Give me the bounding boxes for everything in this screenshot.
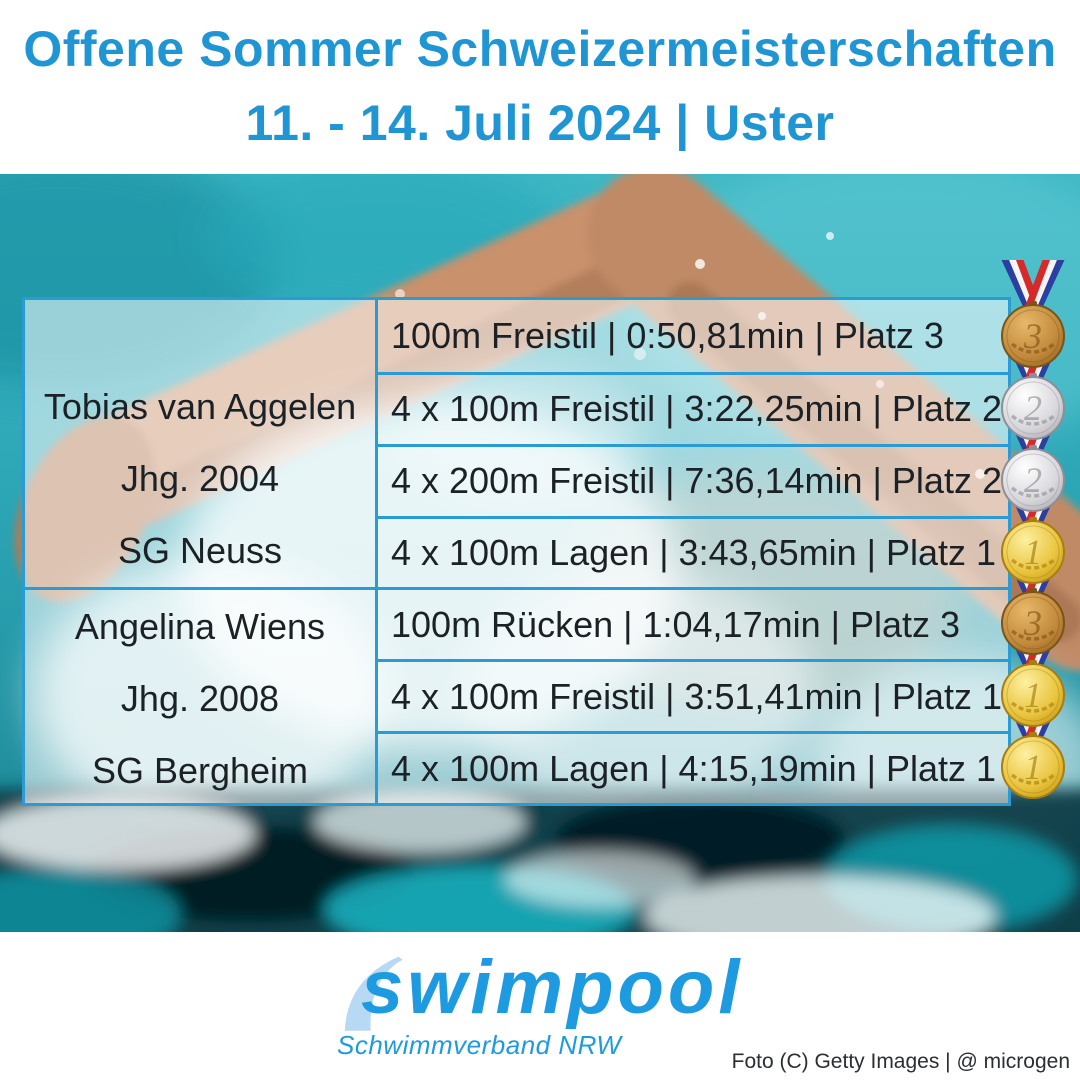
swimpool-logo: swimpool Schwimmverband NRW xyxy=(335,948,755,1073)
athlete-card-2: Angelina Wiens Jhg. 2008 SG Bergheim xyxy=(25,587,378,803)
result-row: 4 x 100m Lagen | 4:15,19min | Platz 1 xyxy=(378,731,1008,803)
result-row: 4 x 200m Freistil | 7:36,14min | Platz 2 xyxy=(378,443,1008,516)
athlete-year: Jhg. 2008 xyxy=(120,678,280,720)
event-title: Offene Sommer Schweizermeisterschaften xyxy=(23,21,1057,77)
header-banner: Offene Sommer Schweizermeisterschaften 1… xyxy=(0,0,1080,174)
athlete-year: Jhg. 2004 xyxy=(120,458,280,499)
results-table: Tobias van Aggelen Jhg. 2004 SG Neuss 10… xyxy=(22,297,1011,806)
logo-subtitle: Schwimmverband NRW xyxy=(337,1030,622,1060)
athlete-club: SG Bergheim xyxy=(91,750,309,792)
result-row: 4 x 100m Freistil | 3:51,41min | Platz 1 xyxy=(378,659,1008,732)
photo-credit: Foto (C) Getty Images | @ microgen xyxy=(731,1050,1070,1073)
event-date-location: 11. - 14. Juli 2024 | Uster xyxy=(245,95,835,151)
result-row: 100m Rücken | 1:04,17min | Platz 3 xyxy=(378,587,1008,660)
result-row: 4 x 100m Freistil | 3:22,25min | Platz 2 xyxy=(378,371,1008,444)
logo-wordmark: swimpool xyxy=(361,945,744,1030)
athlete-name: Tobias van Aggelen xyxy=(43,386,357,427)
result-row: 4 x 100m Lagen | 3:43,65min | Platz 1 xyxy=(378,515,1008,588)
result-row: 100m Freistil | 0:50,81min | Platz 3 xyxy=(378,300,1008,372)
athlete-name: Angelina Wiens xyxy=(74,606,326,648)
athlete-club: SG Neuss xyxy=(117,530,283,571)
wave-icon xyxy=(344,956,403,1031)
athlete-card-1: Tobias van Aggelen Jhg. 2004 SG Neuss xyxy=(25,300,378,588)
